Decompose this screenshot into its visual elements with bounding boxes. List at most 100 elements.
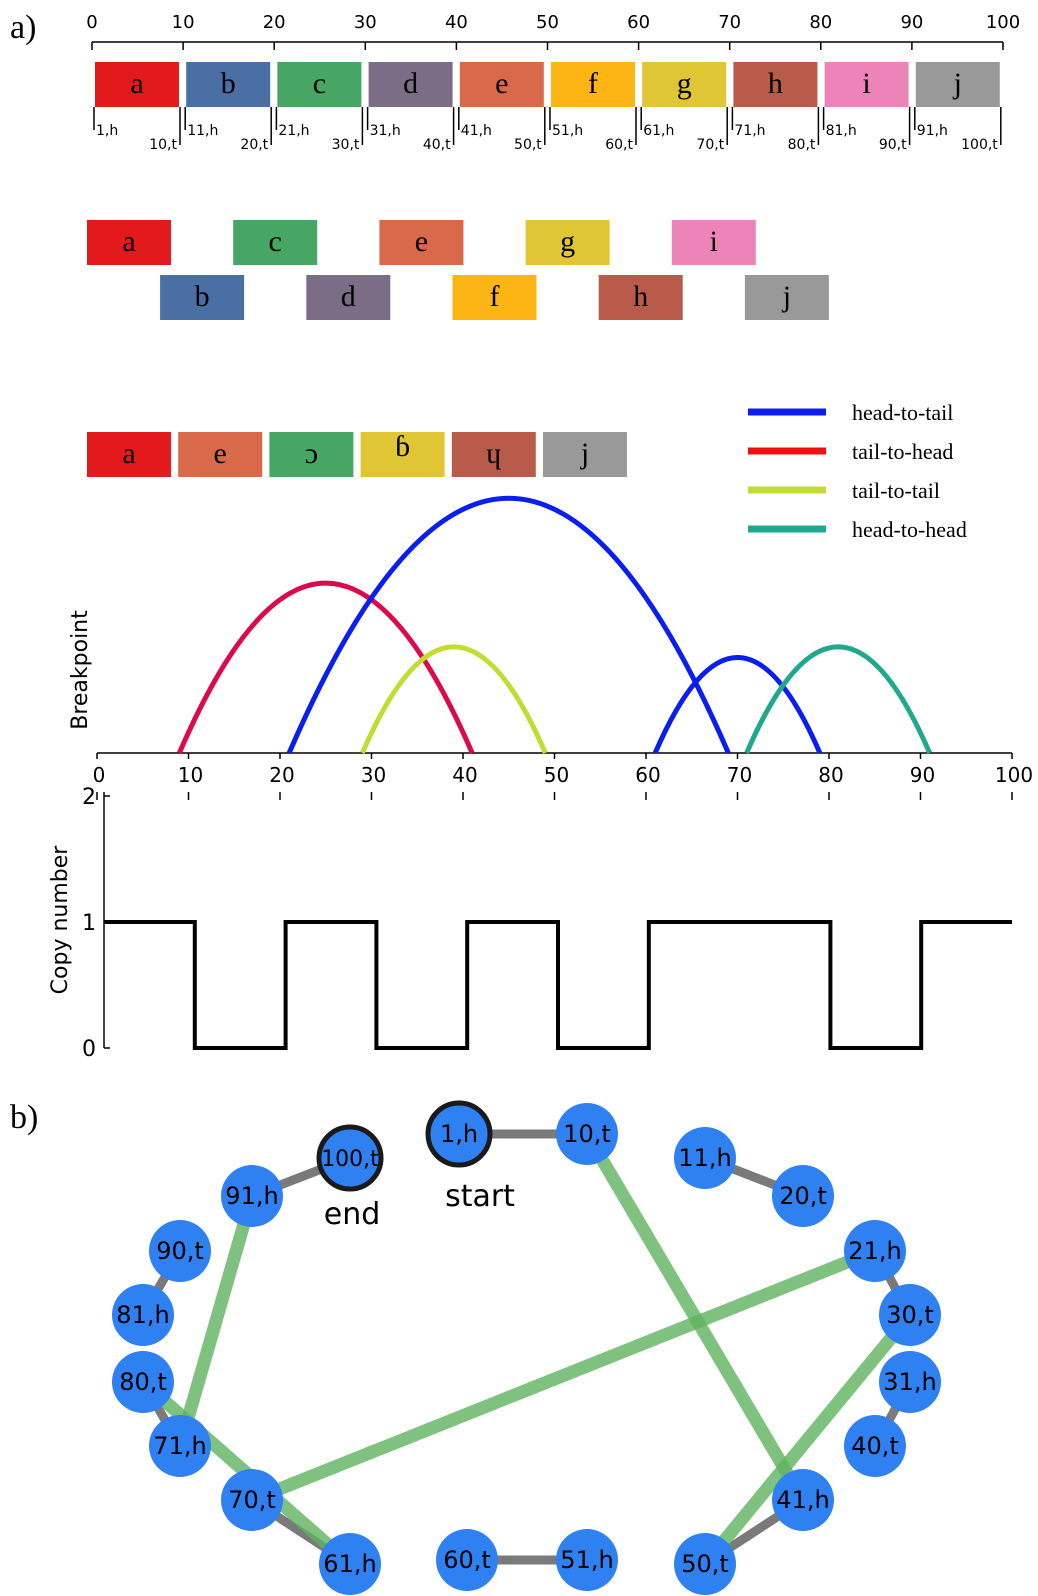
staggered-segment-h: [598, 275, 683, 320]
arc-xtick-label: 40: [452, 763, 477, 787]
node-label: 51,h: [560, 1546, 613, 1574]
node-10-t: [556, 1103, 618, 1165]
node-label: 61,h: [323, 1550, 376, 1578]
staggered-label-i: i: [710, 225, 718, 258]
node-label: 10,t: [563, 1120, 611, 1148]
staggered-label-a: a: [122, 225, 135, 258]
breakpoint-arc-plot: Breakpoint 0 10 20 30 40 50 60 70 80 90 100: [68, 495, 1033, 800]
node-label: 1,h: [440, 1120, 478, 1148]
arc-tail-to-tail: [360, 644, 548, 754]
segment-head-label: 21,h: [278, 123, 309, 139]
segment-tail-label: 40,t: [423, 137, 451, 153]
staggered-label-f: f: [490, 280, 500, 313]
node-21-h: [844, 1220, 906, 1282]
arc-xtick-label: 10: [178, 763, 203, 787]
arc-xtick-label: 50: [544, 763, 569, 787]
green-edge: [699, 1310, 916, 1569]
segment-head-label: 91,h: [917, 123, 948, 139]
segment-head-label: 1,h: [96, 123, 118, 139]
node-label: 91,h: [225, 1182, 278, 1210]
ruler-tick-label: 50: [536, 12, 559, 33]
staggered-label-g: g: [560, 225, 575, 258]
legend-label-tail-to-tail: tail-to-tail: [852, 478, 940, 503]
ruler-tick-label: 10: [172, 12, 195, 33]
node-50-t: [674, 1533, 736, 1595]
graph-nodes: 1,h 10,t 11,h 20,t 21,h 30,t 31,h 40,t 41,h 50,t 5…: [112, 1100, 941, 1595]
segment-label-d: d: [403, 67, 418, 100]
segment-label-f: f: [588, 67, 598, 100]
staggered-segments: a b c d e f g h i j: [87, 220, 829, 320]
arc-head-to-head: [744, 644, 932, 754]
node-51-h: [556, 1529, 618, 1591]
segment-label-h: h: [768, 67, 783, 100]
panel-label-b: b): [10, 1099, 38, 1136]
staggered-segment-b: [160, 275, 245, 320]
node-label: 100,t: [321, 1147, 379, 1172]
segment-tail-label: 10,t: [149, 137, 177, 153]
arc-head-to-tail: [286, 495, 731, 754]
arc-head-to-tail: [652, 655, 823, 754]
end-label: end: [324, 1197, 381, 1232]
node-30-t: [879, 1284, 941, 1346]
staggered-segment-f: [452, 275, 537, 320]
segment-tail-label: 100,t: [961, 137, 998, 153]
staggered-label-c: c: [269, 225, 282, 258]
node-label: 41,h: [776, 1486, 829, 1514]
copy-number-ytick-label: 2: [82, 785, 96, 810]
node-100-t: [316, 1124, 384, 1192]
rearranged-label-g: ɓ: [395, 430, 410, 463]
segment-label-i: i: [862, 67, 870, 100]
start-label: start: [445, 1179, 515, 1214]
rearranged-label-c: ɔ: [305, 437, 318, 470]
segment-e: [459, 62, 544, 107]
node-31-h: [879, 1351, 941, 1413]
reference-segments: a 1,h 10,t b 11,h 20,t c 21,h 30,t d 31,h 40,t e 41,h…: [93, 62, 1002, 153]
node-40-t: [844, 1415, 906, 1477]
staggered-segment-c: [233, 220, 318, 265]
copy-number-plot: Copy number 0 1 2: [48, 785, 1012, 1062]
staggered-label-d: d: [341, 280, 356, 313]
arc-xtick-label: 80: [818, 763, 843, 787]
legend-label-head-to-tail: head-to-tail: [852, 400, 953, 425]
rearranged-segment-c: [269, 432, 354, 477]
segment-g: [642, 62, 727, 107]
segment-tail-label: 70,t: [696, 137, 724, 153]
segment-tail-label: 30,t: [332, 137, 360, 153]
segment-head-label: 61,h: [643, 123, 674, 139]
ruler-tick-label: 100: [986, 12, 1020, 33]
ruler-tick-label: 0: [86, 12, 97, 33]
segment-b: [186, 62, 271, 107]
node-91-h: [221, 1165, 283, 1227]
node-70-t: [221, 1469, 283, 1531]
node-label: 80,t: [119, 1368, 167, 1396]
segment-head-label: 31,h: [370, 123, 401, 139]
rearranged-label-a: a: [122, 437, 135, 470]
segment-tail-label: 80,t: [788, 137, 816, 153]
segment-head-label: 81,h: [826, 123, 857, 139]
node-90-t: [149, 1220, 211, 1282]
segment-a: [95, 62, 179, 107]
node-61-h: [319, 1533, 381, 1595]
segment-c: [277, 62, 362, 107]
rearranged-segment-h: [451, 432, 536, 477]
node-71-h: [149, 1415, 211, 1477]
node-label: 20,t: [779, 1182, 827, 1210]
node-label: 50,t: [681, 1550, 729, 1578]
segment-head-label: 71,h: [734, 123, 765, 139]
copy-number-line: [104, 920, 1012, 1050]
arc-tail-to-head: [177, 580, 475, 754]
node-41-h: [772, 1469, 834, 1531]
staggered-label-h: h: [633, 280, 648, 313]
ruler-tick-label: 40: [445, 12, 468, 33]
panel-label-a: a): [10, 9, 36, 46]
rearranged-segment-a: [87, 432, 171, 477]
segment-label-c: c: [313, 67, 326, 100]
position-ruler: 0 10 20 30 40 50 60 70 80 90 100: [86, 12, 1020, 50]
staggered-label-e: e: [415, 225, 428, 258]
breakpoint-ylabel: Breakpoint: [68, 610, 93, 730]
node-label: 90,t: [156, 1237, 204, 1265]
segment-label-a: a: [130, 67, 143, 100]
arc-xtick-label: 20: [269, 763, 294, 787]
legend-label-head-to-head: head-to-head: [852, 517, 967, 542]
